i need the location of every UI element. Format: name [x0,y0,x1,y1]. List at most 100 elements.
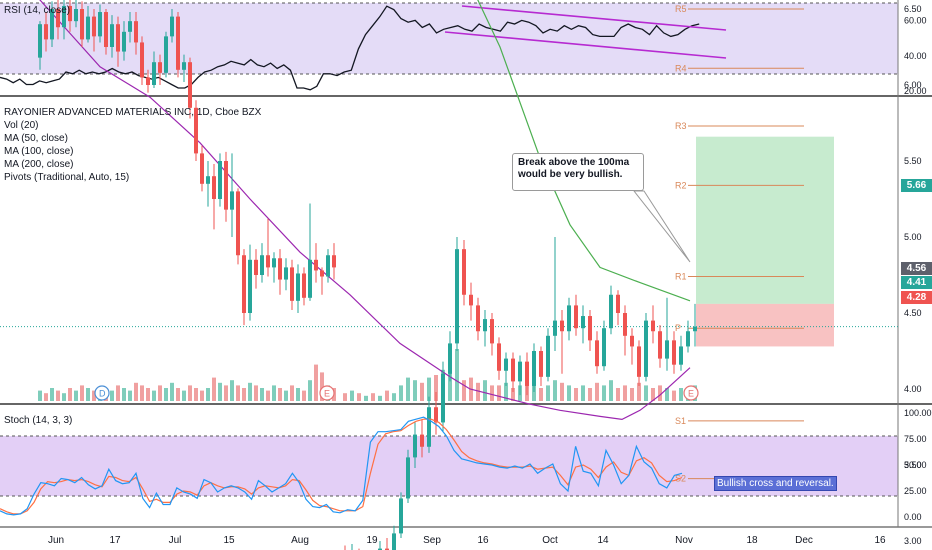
volume-bar [602,385,606,401]
volume-bar [92,390,96,401]
volume-bar [427,377,431,401]
stoch-title: Stoch (14, 3, 3) [4,415,73,426]
rsi-title: RSI (14, close) [4,5,71,16]
event-marker [683,385,699,401]
legend-pivots: Pivots (Traditional, Auto, 15) [4,172,130,183]
candle-body [546,335,550,377]
rsi-band [0,3,898,74]
candle-body [212,176,216,199]
candle-body [110,24,114,47]
legend-ma50: MA (50, close) [4,133,68,144]
volume-bar [188,385,192,401]
candle-body [560,320,564,332]
candle-body [50,9,54,40]
candle-body [296,273,300,301]
event-marker-label: E [324,389,330,399]
candle-body [320,270,324,277]
event-marker [319,385,335,401]
volume-bar [86,388,90,401]
candle-body [182,62,186,70]
candle-body [504,358,508,371]
volume-bar [392,393,396,401]
volume-bar [284,390,288,401]
x-axis-label: 14 [597,535,609,546]
volume-bar [665,388,669,401]
candle-body [248,259,252,313]
rsi-line [0,5,700,91]
event-marker-label: E [688,389,694,399]
volume-bar [278,388,282,401]
volume-bar [290,385,294,401]
stoch-note[interactable]: Bullish cross and reversal. [714,476,837,491]
candle-body [278,258,282,280]
candle-body [230,191,234,210]
rsi-tick: 60.00 [904,15,927,25]
candle-body [672,340,676,365]
volume-bar [296,388,300,401]
candle-body [122,31,126,52]
volume-bar [134,382,138,401]
x-axis-label: 16 [477,535,489,546]
candle-body [665,340,669,359]
event-marker-label: D [99,389,106,399]
candle-body [644,320,648,377]
x-axis-label: 16 [874,535,886,546]
volume-bar [644,385,648,401]
volume-bar [399,385,403,401]
volume-bar [80,385,84,401]
candle-body [290,267,294,301]
pivot-label: R1 [675,272,687,282]
volume-bar [357,393,361,401]
volume-bar [176,388,180,401]
price-tick: 3.50 [904,460,922,470]
candle-body [74,9,78,22]
volume-bar [406,377,410,401]
volume-bar [236,385,240,401]
volume-bar [539,388,543,401]
candle-body [399,498,403,534]
candle-body [302,273,306,298]
volume-bar [616,388,620,401]
volume-bar [164,388,168,401]
volume-bar [546,385,550,401]
x-axis-label: 15 [223,535,235,546]
candle-body [236,191,240,256]
volume-bar [588,388,592,401]
rsi-legend: RSI (14, close) [4,4,70,17]
x-axis-label: Sep [423,535,441,546]
annotation-note[interactable]: Break above the 100ma would be very bull… [512,153,644,191]
legend-volume: Vol (20) [4,120,39,131]
volume-bar [308,380,312,401]
rsi-channel-lower [444,31,727,59]
candle-body [200,153,204,184]
volume-bar [38,390,42,401]
volume-bar [152,390,156,401]
candle-body [567,305,571,332]
volume-bar [483,380,487,401]
event-marker [94,385,110,401]
volume-bar [182,390,186,401]
volume-bar [371,393,375,401]
candle-body [490,319,494,344]
volume-bar [74,390,78,401]
stoch-tick: 100.00 [904,408,932,418]
candle-body [385,548,389,550]
ma-line-green [477,0,691,302]
candle-body [469,294,473,306]
price-tick: 5.50 [904,156,922,166]
candle-body [476,305,480,332]
volume-bar [146,388,150,401]
volume-bar [609,380,613,401]
volume-bar [462,380,466,401]
volume-bar [350,390,354,401]
price-tick: 4.50 [904,308,922,318]
volume-bar [266,390,270,401]
price-tick: 4.00 [904,384,922,394]
rsi-tick: 20.00 [904,86,927,96]
candle-body [134,21,138,43]
volume-bar [206,388,210,401]
candle-body [92,16,96,37]
volume-bar [378,395,382,401]
candle-body [413,434,417,458]
